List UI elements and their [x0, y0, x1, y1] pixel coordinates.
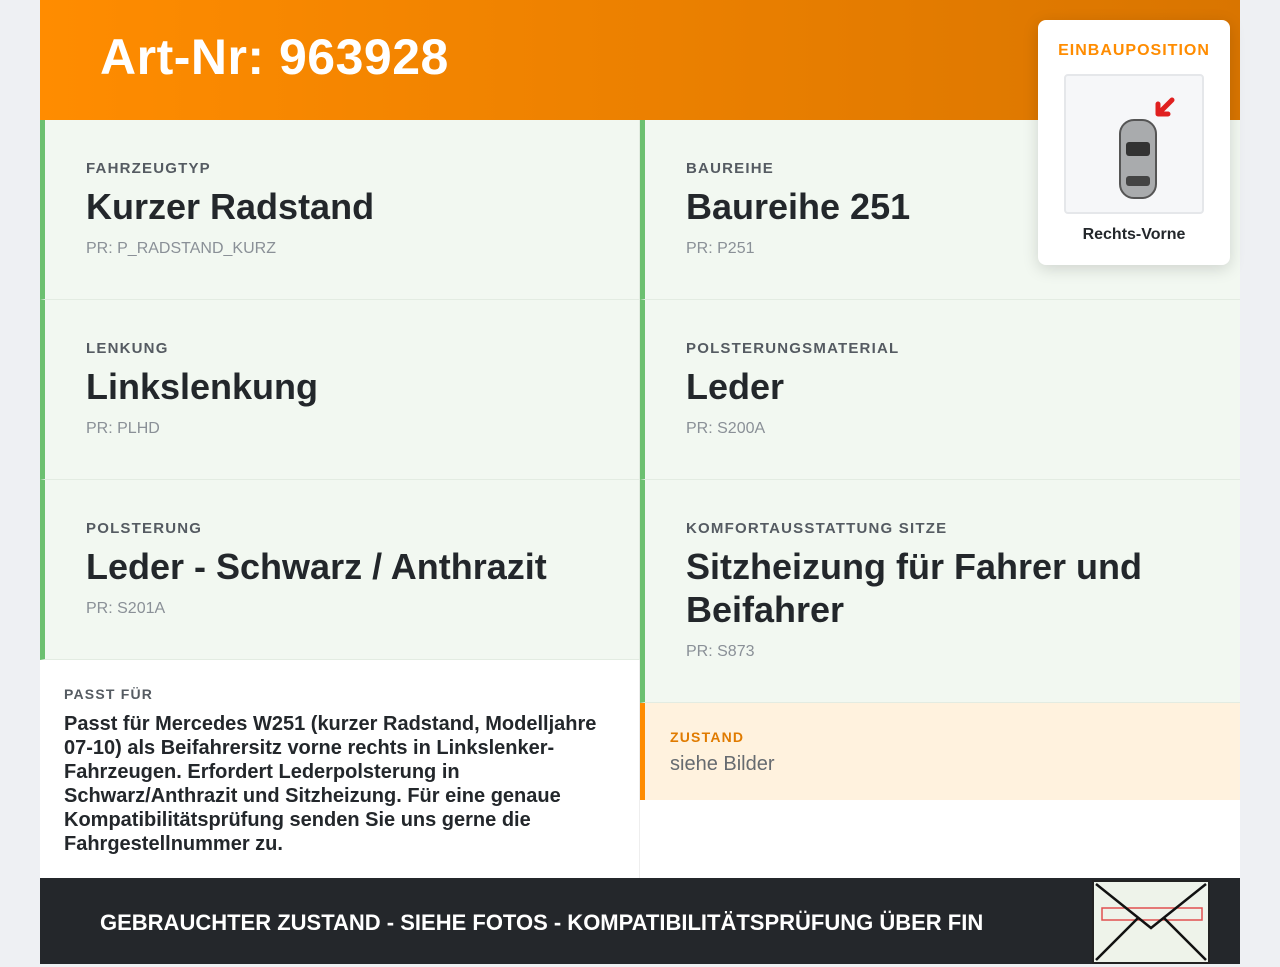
- fit-text: Passt für Mercedes W251 (kurzer Radstand…: [64, 713, 597, 855]
- spec-pr: PR: P251: [686, 240, 755, 257]
- spec-lenkung: LENKUNG Linkslenkung PR: PLHD: [40, 300, 640, 480]
- spec-value: Sitzheizung für Fahrer und Beifahrer: [686, 546, 1142, 630]
- spec-pr: PR: S200A: [686, 420, 766, 437]
- spec-label: POLSTERUNGSMATERIAL: [686, 340, 900, 357]
- footer-banner: GEBRAUCHTER ZUSTAND - SIEHE FOTOS - KOMP…: [40, 878, 1240, 964]
- condition-value: siehe Bilder: [670, 753, 775, 775]
- spec-label: POLSTERUNG: [86, 520, 203, 537]
- fit-section: PASST FÜR Passt für Mercedes W251 (kurze…: [40, 660, 640, 878]
- spec-value: Baureihe 251: [686, 186, 911, 227]
- spec-fahrzeugtyp: FAHRZEUGTYP Kurzer Radstand PR: P_RADSTA…: [40, 120, 640, 300]
- right-column: BAUREIHE Baureihe 251 PR: P251 POLSTERUN…: [640, 120, 1240, 800]
- spec-value: Leder: [686, 366, 785, 407]
- footer-text: GEBRAUCHTER ZUSTAND - SIEHE FOTOS - KOMP…: [100, 910, 984, 935]
- spec-pr: PR: S873: [686, 643, 755, 660]
- position-label: EINBAUPOSITION: [1058, 42, 1210, 59]
- spec-value: Linkslenkung: [86, 366, 319, 407]
- spec-label: FAHRZEUGTYP: [86, 160, 211, 177]
- spec-label: LENKUNG: [86, 340, 169, 357]
- spec-polsterungsmaterial: POLSTERUNGSMATERIAL Leder PR: S200A: [640, 300, 1240, 480]
- spec-pr: PR: P_RADSTAND_KURZ: [86, 240, 276, 257]
- spec-label: KOMFORTAUSSTATTUNG SITZE: [686, 520, 948, 537]
- spec-value: Leder - Schwarz / Anthrazit: [86, 546, 547, 587]
- condition-section: ZUSTAND siehe Bilder: [640, 703, 1240, 800]
- mounting-position-card: EINBAUPOSITION Rechts-Vorne: [1038, 20, 1230, 265]
- car-top-view-arrow-icon: [1064, 74, 1204, 214]
- position-value: Rechts-Vorne: [1082, 226, 1186, 243]
- product-sheet: Art-Nr: 963928 FAHRZEUGTYP Kurzer Radsta…: [40, 0, 1240, 964]
- condition-label: ZUSTAND: [670, 729, 745, 745]
- vin-envelope-icon: [1092, 880, 1210, 964]
- spec-polsterung: POLSTERUNG Leder - Schwarz / Anthrazit P…: [40, 480, 640, 660]
- fit-label: PASST FÜR: [64, 686, 154, 702]
- left-column: FAHRZEUGTYP Kurzer Radstand PR: P_RADSTA…: [40, 120, 640, 878]
- spec-label: BAUREIHE: [686, 160, 774, 177]
- spec-value: Kurzer Radstand: [86, 186, 375, 227]
- article-number: Art-Nr: 963928: [100, 29, 449, 85]
- spec-komfortausstattung: KOMFORTAUSSTATTUNG SITZE Sitzheizung für…: [640, 480, 1240, 703]
- spec-pr: PR: S201A: [86, 600, 166, 617]
- spec-pr: PR: PLHD: [86, 420, 160, 437]
